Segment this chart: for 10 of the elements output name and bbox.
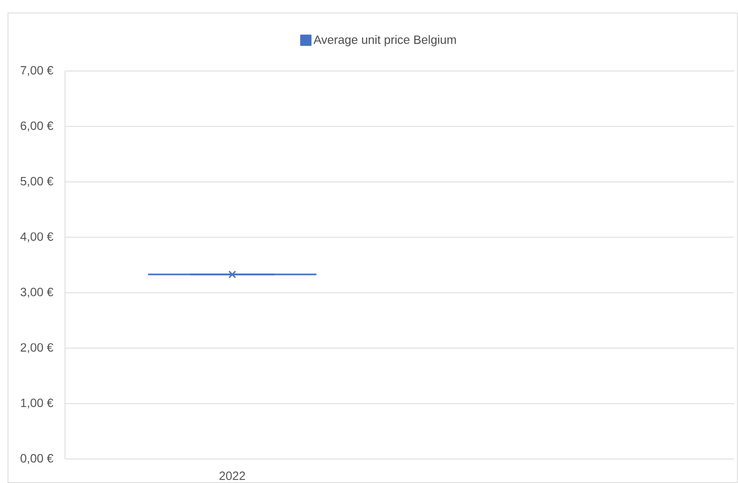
legend-label: Average unit price Belgium — [314, 35, 456, 46]
y-tick-label: 4,00 € — [20, 232, 54, 242]
y-tick-label: 3,00 € — [20, 288, 54, 298]
y-tick-label: 6,00 € — [20, 121, 54, 132]
y-tick-label: 7,00 € — [20, 66, 54, 76]
x-tick-label: 2022 — [220, 472, 245, 480]
y-tick-label: 5,00 € — [20, 176, 54, 187]
y-tick-label: 2,00 € — [20, 343, 54, 354]
y-tick-label: 1,00 € — [21, 398, 54, 409]
y-tick-label: 0,00 € — [20, 454, 54, 464]
